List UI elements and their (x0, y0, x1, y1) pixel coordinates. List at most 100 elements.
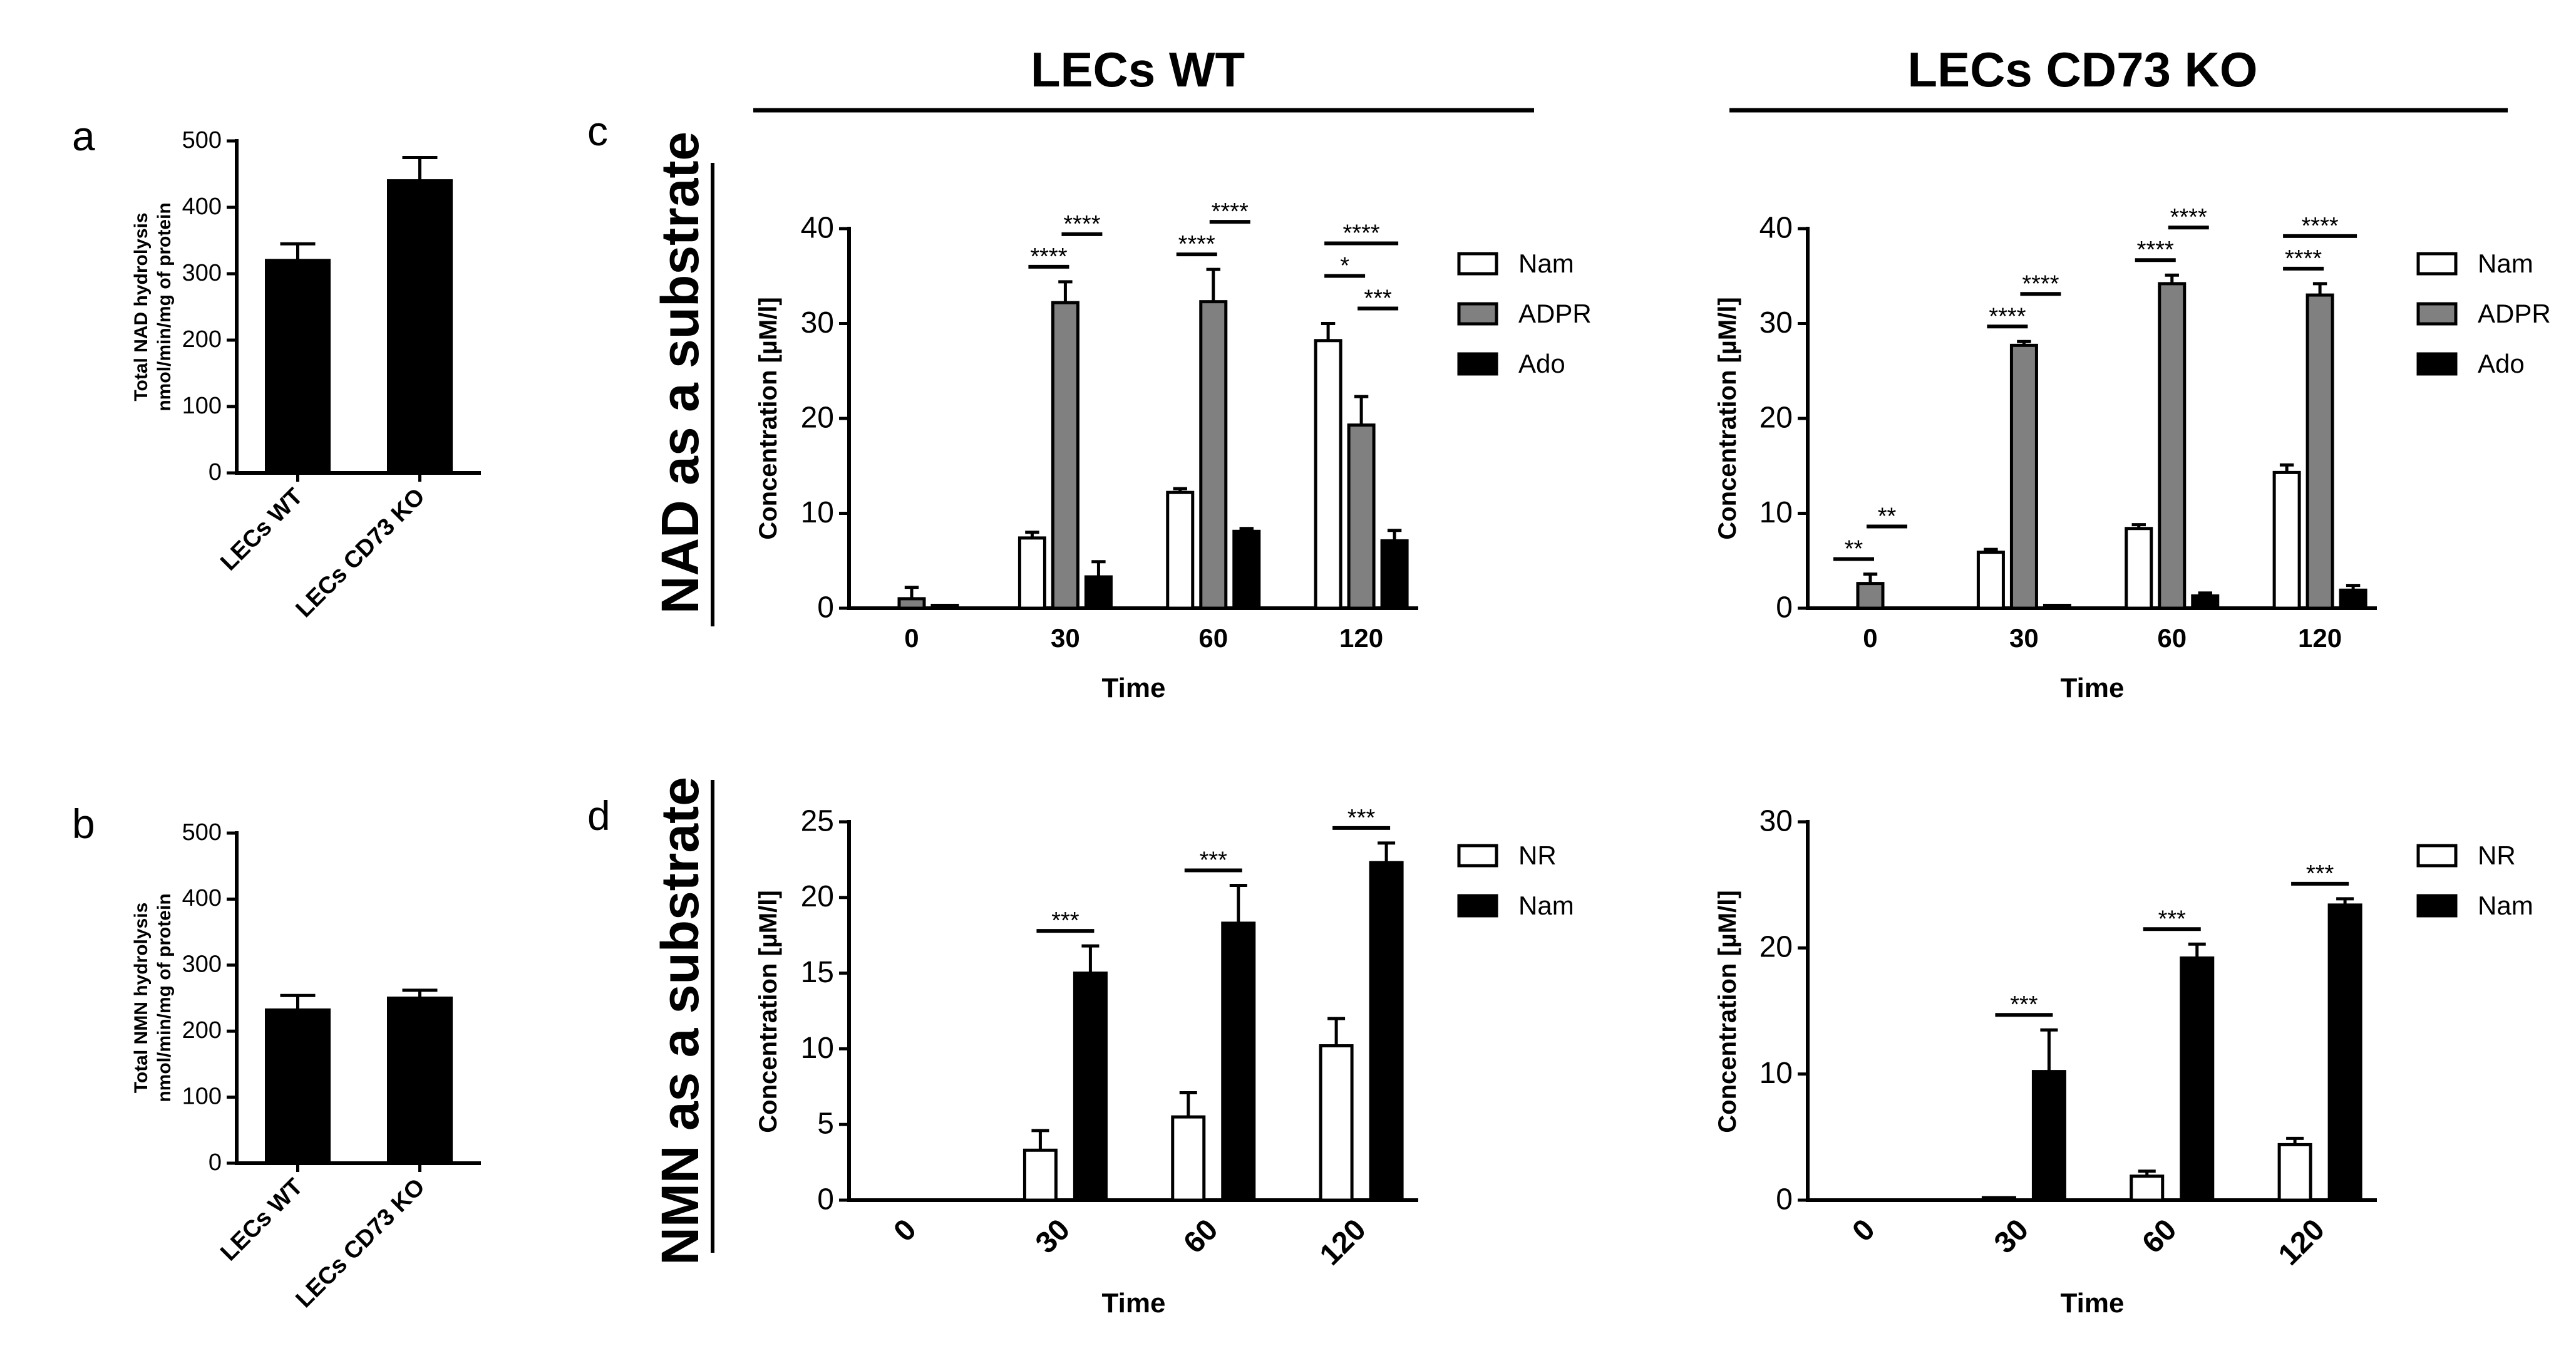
x-tick-label: 120 (1339, 623, 1383, 653)
y-tick-label: 0 (209, 459, 222, 485)
bar (1232, 529, 1261, 610)
y-tick-label: 10 (1759, 496, 1793, 529)
panel-d-wt-chart: d 0 5 10 15 20 25 Concentration [µM/l] Time 0 30 60… (587, 792, 1574, 1319)
y-tick-label: 15 (801, 956, 834, 989)
significance-label: **** (1989, 303, 2026, 329)
significance-label: *** (2158, 906, 2187, 932)
x-tick-label: LECs WT (215, 484, 308, 576)
y-axis-label: Concentration [µM/l] (755, 890, 782, 1133)
legend-label: ADPR (2478, 299, 2551, 328)
y-tick-label: 30 (1759, 306, 1793, 340)
bar (1981, 1196, 2016, 1202)
bar (1319, 1044, 1354, 1202)
panel-label: b (72, 801, 95, 847)
y-tick-label: 200 (182, 326, 222, 353)
x-tick-label: 0 (1863, 623, 1877, 653)
x-tick-label: 120 (2298, 623, 2342, 653)
bar (1171, 1115, 1206, 1202)
x-tick-label: 30 (1988, 1213, 2035, 1260)
x-tick-label: 120 (2272, 1213, 2331, 1272)
bar (1347, 423, 1376, 610)
bar (1199, 300, 1228, 610)
x-tick-label: 60 (2136, 1213, 2183, 1260)
bar (2327, 903, 2362, 1202)
significance-label: *** (2306, 861, 2334, 887)
legend-label: Ado (1518, 349, 1565, 378)
y-tick-label: 20 (1759, 931, 1793, 964)
y-tick-label: 500 (182, 819, 222, 846)
panel-label: c (587, 108, 608, 154)
bar (1380, 539, 1409, 610)
y-tick-label: 10 (801, 1032, 834, 1065)
bar (2009, 343, 2038, 610)
x-tick-label: 30 (1051, 623, 1080, 653)
row-label-nmn: NMN as a substrate (651, 777, 709, 1265)
significance-label: * (1340, 253, 1349, 279)
panel-label: a (72, 113, 95, 159)
legend-label: Nam (2478, 249, 2533, 278)
legend-swatch (2416, 894, 2458, 918)
legend-label: Ado (2478, 349, 2525, 378)
legend-swatch (1457, 352, 1498, 376)
panel-c-wt-chart: c 0 10 20 30 40 Concentration [µM/l] Time 0 30 60 1… (587, 108, 1592, 703)
y-axis-label: Concentration [µM/l] (755, 297, 782, 539)
significance-label: **** (1030, 244, 1067, 270)
significance-label: **** (1343, 220, 1380, 247)
y-tick-label: 0 (1776, 1183, 1793, 1216)
y-axis-label: Total NMN hydrolysis (131, 903, 152, 1093)
significance-label: *** (1051, 908, 1079, 934)
bar (2339, 588, 2367, 610)
significance-label: **** (2170, 204, 2207, 231)
y-axis-label: Concentration [µM/l] (1714, 890, 1741, 1133)
legend-swatch (2416, 844, 2458, 868)
y-tick-label: 30 (801, 306, 834, 340)
y-tick-label: 10 (801, 496, 834, 529)
significance-label: **** (2137, 237, 2174, 263)
x-tick-label: 120 (1314, 1213, 1373, 1272)
x-axis-label: Time (1102, 1288, 1166, 1319)
significance-label: **** (2022, 271, 2059, 297)
significance-label: *** (1347, 805, 1376, 831)
x-tick-label: 0 (1846, 1213, 1881, 1248)
significance-label: *** (1364, 286, 1392, 312)
legend-label: Nam (1518, 891, 1574, 920)
x-axis-label: Time (1102, 673, 1166, 703)
y-axis-label: nmol/min/mg of protein (154, 893, 175, 1102)
row-label-nad: NAD as a substrate (651, 132, 709, 614)
bar (2306, 293, 2334, 610)
significance-label: ** (1845, 536, 1863, 562)
bar (1976, 551, 2005, 610)
significance-label: **** (2302, 213, 2339, 239)
x-tick-label: 0 (904, 623, 919, 653)
bar (387, 179, 453, 475)
y-tick-label: 200 (182, 1017, 222, 1044)
y-tick-label: 10 (1759, 1057, 1793, 1090)
y-tick-label: 25 (801, 804, 834, 837)
bar (1369, 861, 1404, 1202)
bar (1084, 575, 1113, 610)
wt-column-title: LECs WT (1031, 42, 1245, 97)
bar (265, 1008, 331, 1165)
x-tick-label: 60 (1198, 623, 1228, 653)
panel-b-chart: b 0 100 200 300 400 500 Total NMN hydrolysis nmo… (72, 801, 481, 1313)
bar (2130, 1174, 2165, 1202)
y-tick-label: 40 (1759, 211, 1793, 244)
y-tick-label: 0 (817, 1183, 834, 1216)
y-tick-label: 400 (182, 194, 222, 220)
y-tick-label: 0 (817, 591, 834, 624)
legend-swatch (1457, 894, 1498, 918)
bar (2277, 1143, 2312, 1202)
bar (2158, 282, 2187, 610)
bar (2043, 603, 2071, 610)
bar (1221, 921, 1256, 1202)
x-tick-label: LECs WT (215, 1174, 308, 1267)
y-tick-label: 5 (817, 1107, 834, 1141)
significance-label: **** (1212, 199, 1249, 225)
x-axis-label: Time (2061, 1288, 2125, 1319)
y-tick-label: 0 (209, 1149, 222, 1176)
y-axis-label: Concentration [µM/l] (1714, 297, 1741, 539)
legend-swatch (2416, 252, 2458, 276)
legend-swatch (1457, 844, 1498, 868)
bar (1314, 339, 1342, 610)
